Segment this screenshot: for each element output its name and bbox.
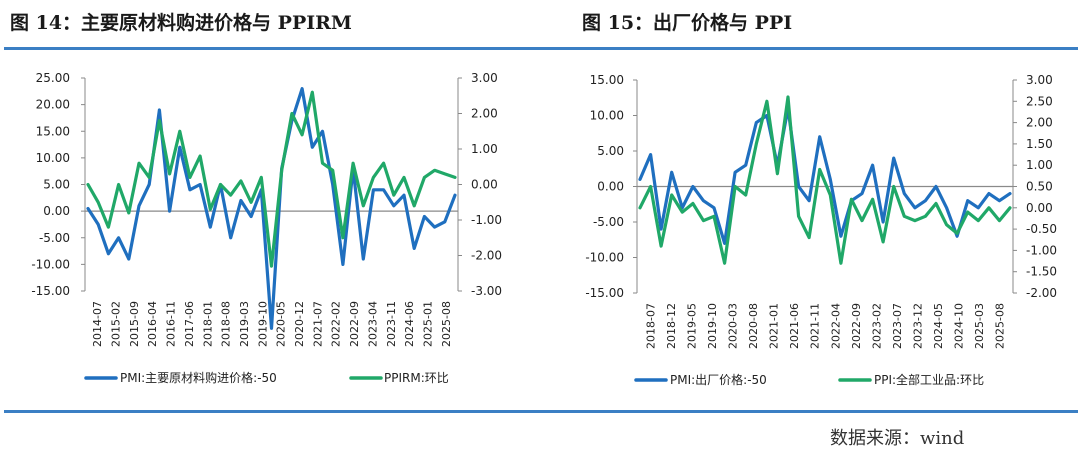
left-tick-label: 15.00 — [590, 73, 624, 87]
chart-title-right: 图 15：出厂价格与 PPI — [582, 12, 793, 34]
series-line-pmi — [638, 106, 1012, 245]
left-tick-label: 15.00 — [36, 124, 70, 138]
x-tick-label: 2016-04 — [146, 301, 159, 347]
x-tick-label: 2019-10 — [256, 301, 269, 347]
right-tick-label: -3.00 — [471, 284, 502, 298]
x-tick-label: 2021-07 — [311, 301, 324, 347]
x-tick-label: 2019-05 — [685, 303, 698, 349]
left-tick-label: -15.00 — [585, 286, 624, 300]
left-tick-label: -15.00 — [31, 284, 70, 298]
right-tick-label: 2.50 — [1026, 94, 1053, 108]
x-tick-label: 2024-05 — [932, 303, 945, 349]
legend-label: PMI:出厂价格:-50 — [670, 372, 767, 387]
right-tick-label: 1.00 — [471, 142, 498, 156]
x-tick-label: 2018-07 — [644, 303, 657, 349]
left-tick-label: -10.00 — [31, 257, 70, 271]
right-tick-label: -1.50 — [1026, 265, 1057, 279]
x-tick-label: 2020-05 — [275, 301, 288, 347]
x-tick-label: 2023-12 — [912, 303, 925, 349]
left-tick-label: 10.00 — [36, 151, 70, 165]
x-tick-label: 2023-07 — [891, 303, 904, 349]
left-tick-label: 25.00 — [36, 71, 70, 85]
x-tick-label: 2023-02 — [870, 303, 883, 349]
right-tick-label: 0.00 — [471, 178, 498, 192]
legend-label: PPIRM:环比 — [384, 371, 449, 385]
x-tick-label: 2015-09 — [128, 301, 141, 347]
x-tick-label: 2022-09 — [348, 301, 361, 347]
right-tick-label: 3.00 — [1026, 73, 1053, 87]
source-note: 数据来源：wind — [830, 428, 965, 449]
x-tick-label: 2019-03 — [238, 301, 251, 347]
right-tick-label: 2.00 — [471, 107, 498, 121]
bottom-rule — [4, 410, 1078, 413]
x-tick-label: 2019-10 — [706, 303, 719, 349]
x-tick-label: 2018-01 — [201, 301, 214, 347]
x-tick-label: 2020-12 — [293, 301, 306, 347]
x-tick-label: 2024-10 — [953, 303, 966, 349]
left-tick-label: -5.00 — [39, 231, 70, 245]
x-tick-label: 2022-09 — [850, 303, 863, 349]
left-tick-label: 0.00 — [43, 204, 70, 218]
series-line-ppi — [638, 95, 1012, 265]
x-tick-label: 2024-06 — [403, 301, 416, 347]
x-tick-label: 2023-11 — [385, 301, 398, 347]
x-tick-label: 2025-08 — [440, 301, 453, 347]
left-tick-label: 5.00 — [43, 178, 70, 192]
top-rule — [4, 47, 1078, 50]
x-tick-label: 2018-08 — [220, 301, 233, 347]
x-tick-label: 2020-08 — [747, 303, 760, 349]
x-tick-label: 2016-11 — [165, 301, 178, 347]
left-tick-label: -5.00 — [593, 215, 624, 229]
left-tick-label: 0.00 — [597, 180, 624, 194]
right-tick-label: -1.00 — [1026, 243, 1057, 257]
legend-label: PPI:全部工业品:环比 — [874, 372, 984, 387]
right-tick-label: -1.00 — [471, 213, 502, 227]
right-tick-label: 0.00 — [1026, 201, 1053, 215]
x-tick-label: 2022-04 — [829, 303, 842, 349]
left-tick-label: -10.00 — [585, 251, 624, 265]
x-tick-label: 2021-11 — [809, 303, 822, 349]
right-tick-label: 0.50 — [1026, 180, 1053, 194]
x-tick-label: 2021-01 — [768, 303, 781, 349]
legend-label: PMI:主要原材料购进价格:-50 — [120, 370, 277, 385]
x-tick-label: 2025-01 — [421, 301, 434, 347]
chart-title-left: 图 14：主要原材料购进价格与 PPIRM — [10, 12, 352, 34]
x-tick-label: 2018-12 — [665, 303, 678, 349]
x-tick-label: 2017-06 — [183, 301, 196, 347]
x-tick-label: 2014-07 — [91, 301, 104, 347]
x-tick-label: 2020-03 — [727, 303, 740, 349]
x-tick-label: 2015-02 — [110, 301, 123, 347]
right-tick-label: -0.50 — [1026, 222, 1057, 236]
right-tick-label: 1.50 — [1026, 137, 1053, 151]
left-tick-label: 5.00 — [597, 144, 624, 158]
series-line-pmi — [86, 87, 457, 330]
left-tick-label: 20.00 — [36, 98, 70, 112]
right-tick-label: -2.00 — [471, 249, 502, 263]
x-tick-label: 2025-03 — [973, 303, 986, 349]
x-tick-label: 2021-06 — [788, 303, 801, 349]
x-tick-label: 2023-04 — [366, 301, 379, 347]
right-tick-label: -2.00 — [1026, 286, 1057, 300]
right-tick-label: 1.00 — [1026, 158, 1053, 172]
left-tick-label: 10.00 — [590, 109, 624, 123]
right-tick-label: 3.00 — [471, 71, 498, 85]
right-tick-label: 2.00 — [1026, 116, 1053, 130]
series-line-ppi — [86, 90, 457, 268]
x-tick-label: 2022-02 — [330, 301, 343, 347]
x-tick-label: 2025-08 — [994, 303, 1007, 349]
